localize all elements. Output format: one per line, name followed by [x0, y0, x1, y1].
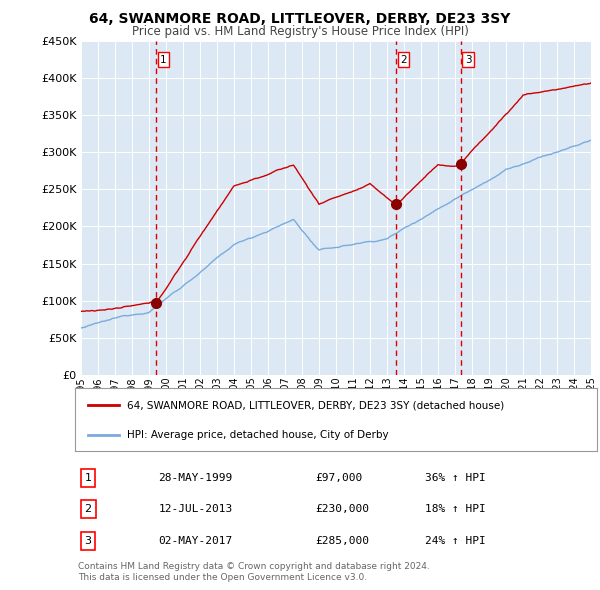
Text: 1: 1 [160, 55, 167, 65]
Text: Contains HM Land Registry data © Crown copyright and database right 2024.
This d: Contains HM Land Registry data © Crown c… [78, 562, 430, 582]
Text: 24% ↑ HPI: 24% ↑ HPI [425, 536, 485, 546]
Text: 64, SWANMORE ROAD, LITTLEOVER, DERBY, DE23 3SY (detached house): 64, SWANMORE ROAD, LITTLEOVER, DERBY, DE… [127, 401, 505, 411]
Text: 1: 1 [85, 473, 92, 483]
Text: 18% ↑ HPI: 18% ↑ HPI [425, 504, 485, 514]
Text: 64, SWANMORE ROAD, LITTLEOVER, DERBY, DE23 3SY: 64, SWANMORE ROAD, LITTLEOVER, DERBY, DE… [89, 12, 511, 26]
Text: £230,000: £230,000 [315, 504, 369, 514]
Text: 3: 3 [465, 55, 472, 65]
Text: 36% ↑ HPI: 36% ↑ HPI [425, 473, 485, 483]
Text: 3: 3 [85, 536, 92, 546]
Text: 2: 2 [400, 55, 407, 65]
Text: £285,000: £285,000 [315, 536, 369, 546]
Text: £97,000: £97,000 [315, 473, 362, 483]
Text: 28-MAY-1999: 28-MAY-1999 [158, 473, 233, 483]
Text: 02-MAY-2017: 02-MAY-2017 [158, 536, 233, 546]
Text: 2: 2 [85, 504, 92, 514]
Text: HPI: Average price, detached house, City of Derby: HPI: Average price, detached house, City… [127, 430, 389, 440]
Text: 12-JUL-2013: 12-JUL-2013 [158, 504, 233, 514]
Text: Price paid vs. HM Land Registry's House Price Index (HPI): Price paid vs. HM Land Registry's House … [131, 25, 469, 38]
